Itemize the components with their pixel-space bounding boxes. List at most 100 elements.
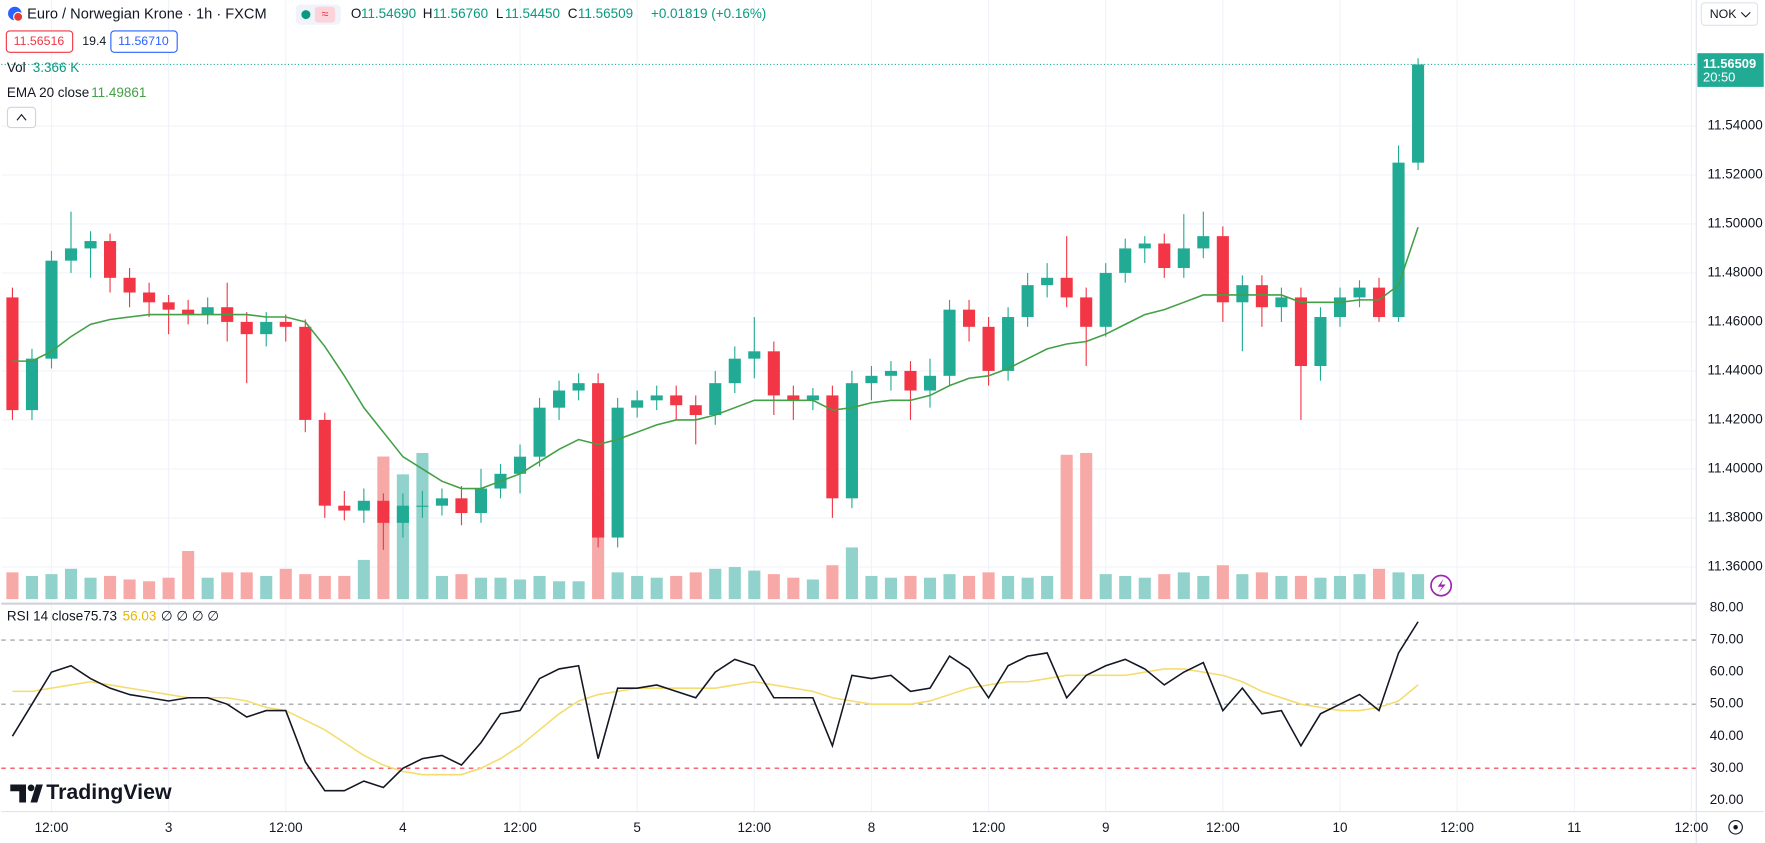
volume-bar xyxy=(221,572,234,600)
delay-icon: ≈ xyxy=(322,7,329,21)
volume-bar xyxy=(728,567,741,600)
volume-bar xyxy=(1021,577,1034,600)
candle-body xyxy=(84,241,97,249)
candle-body xyxy=(357,500,370,511)
currency: NOK xyxy=(1710,7,1738,21)
logo-mark xyxy=(27,784,35,792)
volume-bar xyxy=(45,574,58,600)
y-tick-label: 11.54000 xyxy=(1708,117,1763,132)
y-tick-label: 60.00 xyxy=(1710,664,1744,679)
candle-body xyxy=(1099,272,1112,327)
collapse-icon xyxy=(16,113,27,121)
candle-body xyxy=(162,302,175,310)
candle-body xyxy=(474,488,488,514)
volume-bar xyxy=(884,577,898,600)
x-tick-label: 8 xyxy=(868,820,876,835)
settings-button[interactable] xyxy=(1728,819,1743,835)
candle-body xyxy=(1255,285,1268,308)
y-tick-label: 11.36000 xyxy=(1708,559,1763,574)
y-tick-label: 11.46000 xyxy=(1708,313,1763,328)
ohlc-value: 11.56760 xyxy=(433,6,488,21)
volume-bar xyxy=(240,572,253,600)
candle-body xyxy=(728,358,741,384)
volume-bar xyxy=(1333,575,1347,600)
x-tick-label: 11 xyxy=(1567,820,1581,835)
candle-body xyxy=(826,395,839,499)
candle-body xyxy=(1060,277,1073,298)
volume-bar xyxy=(84,577,97,600)
candle-body xyxy=(1021,285,1034,318)
y-tick-label: 80.00 xyxy=(1710,600,1744,615)
candle-body xyxy=(904,370,917,391)
volume-bar xyxy=(748,570,761,600)
volume-bar xyxy=(1314,577,1327,600)
symbol-flag xyxy=(13,11,24,22)
currency-dropdown[interactable] xyxy=(1700,2,1759,26)
y-tick-label: 11.52000 xyxy=(1708,166,1763,181)
candle-body xyxy=(943,309,956,376)
logo-text: TradingView xyxy=(46,780,172,804)
candle-body xyxy=(1197,236,1210,249)
ema-line xyxy=(12,227,1419,490)
ohlc-label: H xyxy=(423,6,433,21)
x-tick-label: 5 xyxy=(633,820,641,835)
candle-body xyxy=(416,505,429,507)
volume-bar xyxy=(1392,572,1405,600)
volume-bar xyxy=(104,575,117,600)
volume-bar xyxy=(943,574,956,600)
x-tick-label: 12:00 xyxy=(1675,820,1709,835)
volume-bar xyxy=(1353,574,1366,600)
ohlc-label: C xyxy=(568,6,578,21)
volume-bar xyxy=(1119,575,1132,600)
settings-icon xyxy=(1733,825,1738,830)
candle-body xyxy=(1177,248,1190,269)
candle-body xyxy=(64,248,78,261)
x-tick-label: 12:00 xyxy=(35,820,69,835)
volume-bar xyxy=(201,577,214,600)
last-price-label: 11.56509 xyxy=(1703,56,1756,71)
volume-bar xyxy=(650,577,663,600)
buy-button[interactable] xyxy=(110,30,178,53)
volume-bar xyxy=(572,581,585,600)
volume-bar xyxy=(963,575,976,600)
rsi-legend: RSI 14 close xyxy=(7,609,83,624)
sell-button[interactable] xyxy=(5,30,74,53)
x-tick-label: 12:00 xyxy=(737,820,771,835)
candle-body xyxy=(963,309,976,327)
volume-bar xyxy=(318,575,331,600)
ohlc-value: 11.54690 xyxy=(361,6,416,21)
volume-bar xyxy=(435,575,448,600)
candle-body xyxy=(279,321,292,327)
ohlc-label: L xyxy=(496,6,504,21)
volume-bar xyxy=(982,572,995,600)
x-tick-label: 12:00 xyxy=(269,820,303,835)
candle-body xyxy=(709,383,722,416)
candle-body xyxy=(318,419,331,506)
events-icon xyxy=(1437,578,1446,593)
volume-bar xyxy=(162,577,175,600)
volume-bar xyxy=(1294,575,1307,600)
buy-price: 11.56710 xyxy=(118,34,169,48)
volume-bar xyxy=(474,577,488,600)
last-price-box xyxy=(1697,53,1764,87)
countdown-label: 20:50 xyxy=(1703,69,1735,84)
candle-body xyxy=(25,358,39,411)
x-tick-label: 10 xyxy=(1332,820,1347,835)
candle-body xyxy=(455,498,468,514)
candle-body xyxy=(923,375,937,391)
symbol-title: Euro / Norwegian Krone · 1h · FXCM xyxy=(27,6,267,22)
logo-mark xyxy=(10,784,43,803)
volume-bar xyxy=(904,575,917,600)
y-tick-label: 11.40000 xyxy=(1708,460,1763,475)
candle-body xyxy=(1041,277,1054,286)
sell-price: 11.56516 xyxy=(14,34,65,48)
candle-body xyxy=(45,260,58,359)
collapse-legend-button[interactable] xyxy=(6,106,37,129)
volume-bar xyxy=(1216,565,1229,600)
rsi-value: 75.73 xyxy=(83,609,117,624)
candle-body xyxy=(123,277,136,293)
volume-bar xyxy=(182,550,195,600)
candle-body xyxy=(1314,317,1327,367)
volume-bar xyxy=(25,575,39,600)
